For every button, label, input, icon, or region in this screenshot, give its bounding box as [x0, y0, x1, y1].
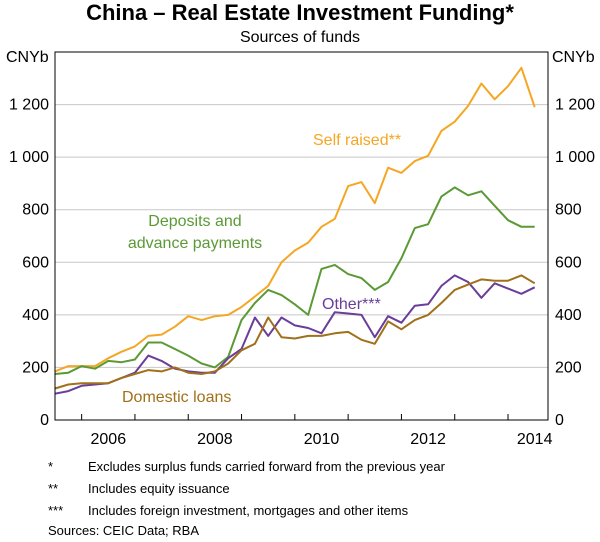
x-tick-label: 2014 [517, 431, 553, 448]
x-tick-label: 2012 [410, 431, 446, 448]
y-tick-label-left: 800 [22, 202, 49, 219]
x-axis-tick-labels: 2006 2008 2010 2012 2014 [91, 431, 553, 448]
y-tick-label-left: 1 000 [9, 149, 49, 166]
footnote-1: * Excludes surplus funds carried forward… [48, 456, 445, 478]
y-tick-label-right: 400 [555, 307, 582, 324]
y-tick-label-left: 1 200 [9, 97, 49, 114]
footnote-mark: * [48, 459, 54, 474]
series-line-domestic-loans [54, 274, 536, 390]
series-line-deposits [54, 186, 535, 375]
y-tick-label-right: 800 [555, 202, 582, 219]
y-axis-right-ticks: 0 200 400 600 800 1 000 1 200 [555, 97, 595, 429]
y-unit-right: CNYb [552, 49, 595, 66]
series-labels: Self raised** Deposits and advance payment… [122, 132, 401, 406]
series-label-deposits: Deposits and advance payments [128, 213, 262, 252]
footnote-mark: *** [48, 503, 64, 518]
series-line-other [54, 274, 536, 395]
series-line-self-raised [54, 66, 536, 373]
series-label-line: Deposits and [148, 213, 241, 230]
y-tick-label-left: 600 [22, 254, 49, 271]
chart-title: China – Real Estate Investment Funding* [86, 0, 514, 25]
y-axis-left-ticks: 0 200 400 600 800 1 000 1 200 [9, 97, 49, 429]
footnote-text: Includes foreign investment, mortgages a… [88, 503, 409, 518]
footnote-text: Includes equity issuance [88, 481, 230, 496]
y-tick-label-left: 0 [40, 412, 49, 429]
y-tick-label-right: 200 [555, 359, 582, 376]
x-tick-label: 2008 [197, 431, 233, 448]
series-lines [54, 66, 536, 395]
footnotes: * Excludes surplus funds carried forward… [48, 456, 445, 522]
x-axis-ticks [81, 414, 509, 420]
series-label-domestic-loans: Domestic loans [122, 389, 231, 406]
footnote-3: *** Includes foreign investment, mortgag… [48, 500, 445, 522]
plot-frame [54, 51, 549, 421]
y-unit-left: CNYb [6, 49, 49, 66]
series-label-line: advance payments [128, 235, 262, 252]
y-tick-label-right: 1 200 [555, 97, 595, 114]
y-tick-label-left: 200 [22, 359, 49, 376]
chart-subtitle: Sources of funds [239, 29, 361, 46]
series-label-self-raised: Self raised** [313, 132, 401, 149]
y-tick-label-right: 0 [555, 412, 564, 429]
y-tick-label-left: 400 [22, 307, 49, 324]
x-tick-label: 2010 [304, 431, 340, 448]
series-label-other: Other*** [322, 296, 381, 313]
footnote-2: ** Includes equity issuance [48, 478, 445, 500]
footnote-mark: ** [48, 481, 59, 496]
footnote-text: Excludes surplus funds carried forward f… [88, 459, 445, 474]
gridlines [55, 104, 548, 368]
y-tick-label-right: 1 000 [555, 149, 595, 166]
y-tick-label-right: 600 [555, 254, 582, 271]
x-tick-label: 2006 [91, 431, 127, 448]
sources-note: Sources: CEIC Data; RBA [48, 523, 199, 538]
